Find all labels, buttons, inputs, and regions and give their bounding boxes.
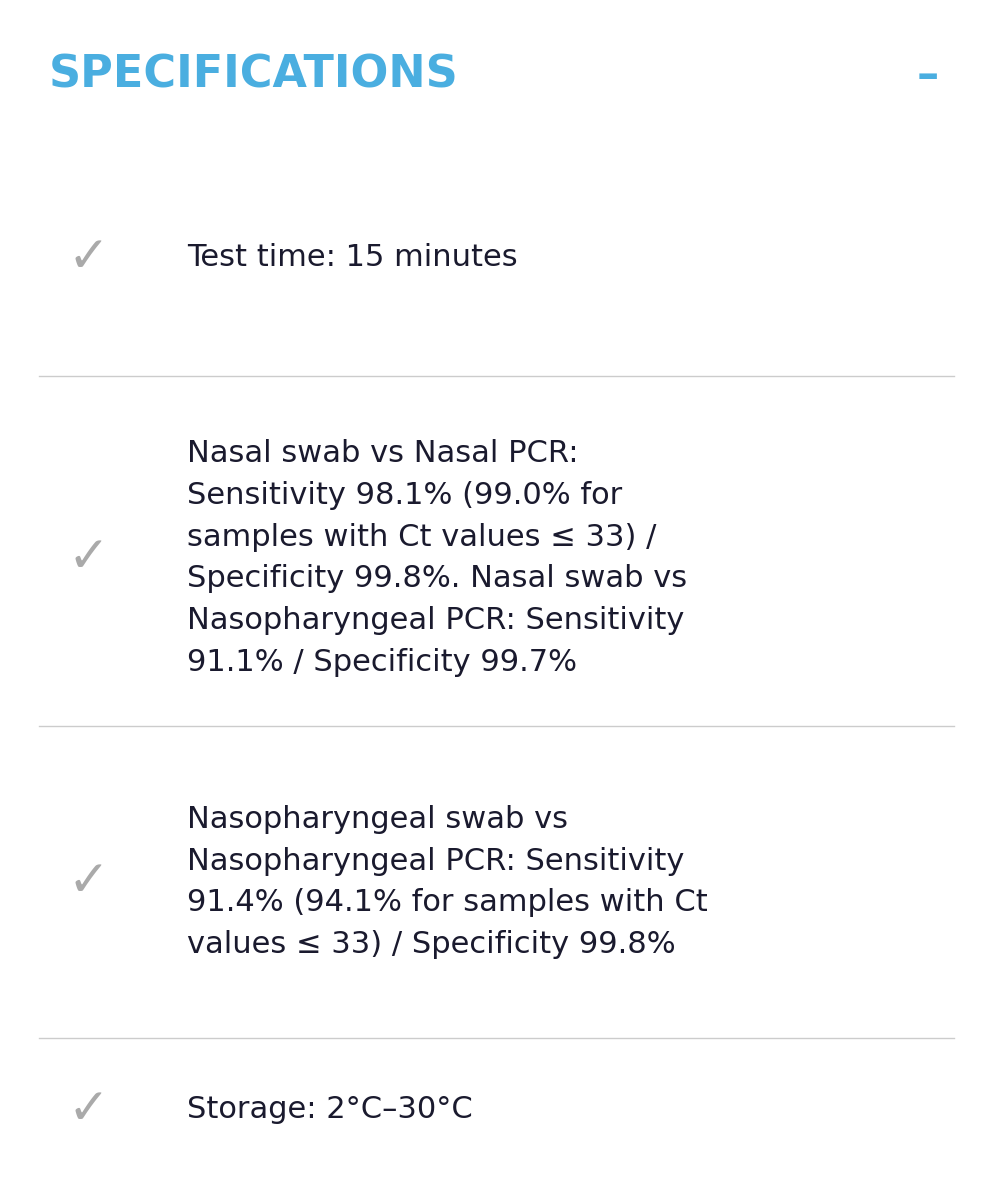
Text: SPECIFICATIONS: SPECIFICATIONS (49, 54, 459, 97)
Text: Test time: 15 minutes: Test time: 15 minutes (187, 244, 517, 272)
Text: Nasal swab vs Nasal PCR:
Sensitivity 98.1% (99.0% for
samples with Ct values ≤ 3: Nasal swab vs Nasal PCR: Sensitivity 98.… (187, 439, 687, 677)
Text: ✓: ✓ (68, 234, 109, 282)
Text: Nasopharyngeal swab vs
Nasopharyngeal PCR: Sensitivity
91.4% (94.1% for samples : Nasopharyngeal swab vs Nasopharyngeal PC… (187, 805, 708, 959)
Text: ✓: ✓ (68, 858, 109, 906)
Text: ✓: ✓ (68, 534, 109, 582)
Text: ✓: ✓ (68, 1086, 109, 1134)
Text: Storage: 2°C–30°C: Storage: 2°C–30°C (187, 1096, 473, 1124)
Text: –: – (916, 54, 939, 97)
